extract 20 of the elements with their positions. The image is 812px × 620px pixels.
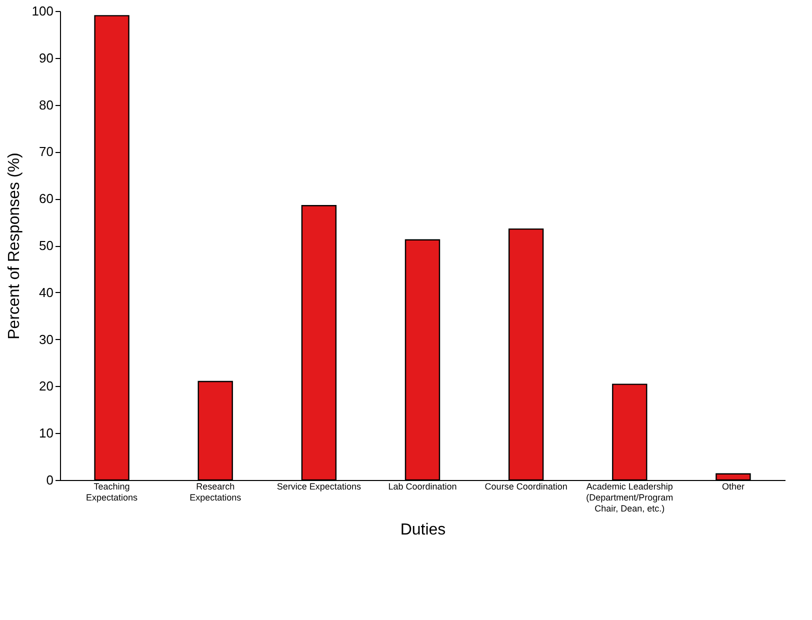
y-tick-label: 0 — [46, 472, 54, 488]
x-tick-label: Course Coordination — [484, 482, 568, 492]
y-tick-label: 30 — [39, 332, 54, 347]
x-tick-label: Teaching Expectations — [86, 482, 138, 502]
x-tick-label: Research Expectations — [190, 482, 242, 502]
y-tick-label: 90 — [39, 50, 54, 66]
y-tick-label: 60 — [39, 191, 54, 206]
y-tick-label: 20 — [39, 378, 54, 394]
y-tick-label: 10 — [39, 426, 54, 441]
y-tick-label: 80 — [39, 97, 54, 112]
x-tick-label: Lab Coordination — [388, 482, 457, 492]
y-tick-label: 100 — [32, 4, 54, 18]
y-axis-title: Percent of Responses (%) — [6, 152, 23, 340]
x-axis-title: Duties — [400, 522, 446, 538]
x-tick-label: Other — [722, 482, 744, 492]
x-tick-label: Academic Leadership (Department/Program Chair, Dean, etc.) — [586, 482, 674, 514]
y-tick-label: 40 — [39, 284, 54, 300]
y-tick-label: 50 — [39, 238, 54, 253]
y-tick-label: 70 — [39, 144, 54, 160]
x-tick-label: Service Expectations — [276, 482, 362, 492]
